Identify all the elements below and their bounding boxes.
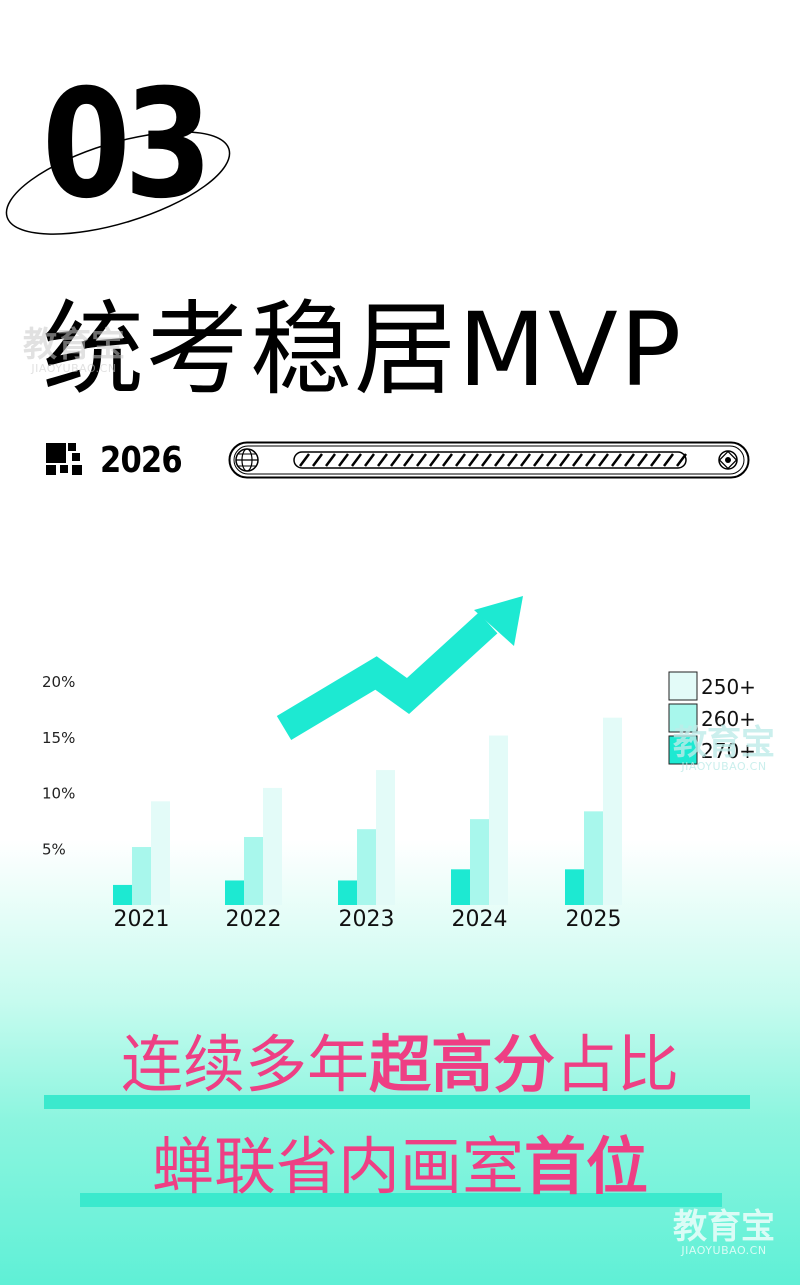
tagline-1-part-a: 连续多年 (120, 1028, 369, 1101)
bar-2025-250+ (603, 717, 622, 905)
hatch-stroke (403, 453, 414, 467)
hatch-stroke (624, 453, 635, 467)
y-tick-label: 15% (42, 729, 75, 747)
bar-2025-270+ (565, 869, 584, 905)
year-label: 2026 (100, 440, 183, 481)
hatch-stroke (455, 453, 466, 467)
globe-icon (235, 448, 259, 472)
hatch-stroke (429, 453, 440, 467)
legend-swatch-270+ (668, 735, 698, 765)
flower-ornament-icon (718, 450, 738, 470)
x-tick-label: 2024 (452, 907, 508, 932)
legend-label: 250+ (701, 675, 756, 699)
y-tick-label: 10% (42, 785, 75, 803)
legend-label: 270+ (701, 739, 756, 763)
tagline-1-emphasis: 超高分 (368, 1028, 555, 1101)
pixel-square-icon (46, 443, 82, 475)
y-tick-label: 20% (42, 673, 75, 691)
hatch-stroke (676, 453, 687, 467)
hatch-stroke (312, 453, 323, 467)
x-tick-label: 2022 (226, 907, 282, 932)
x-tick-label: 2023 (339, 907, 395, 932)
bar-2022-270+ (225, 880, 244, 905)
tagline-line-1: 连续多年超高分占比 (0, 1028, 800, 1102)
headline: 统考稳居MVP (42, 291, 684, 410)
watermark: 教育宝 JIAOYUBAO.CN (673, 1207, 775, 1257)
bar-2022-250+ (263, 787, 282, 905)
hatch-stroke (637, 453, 648, 467)
bar-2023-250+ (376, 770, 395, 905)
hatch-stroke (520, 453, 531, 467)
tagline-2-emphasis: 首位 (524, 1130, 649, 1203)
bar-2021-270+ (113, 884, 132, 905)
hatch-stroke (650, 453, 661, 467)
tagline-2-part-a: 蝉联省内画室 (151, 1130, 524, 1203)
bar-chart: 5% 10% 15% 20% 2021 2022 2023 2024 2025 250+ 260… (42, 596, 756, 932)
bar-2021-250+ (151, 801, 170, 905)
hatch-stroke (390, 453, 401, 467)
hatch-stroke (572, 453, 583, 467)
bar-2023-260+ (357, 829, 376, 905)
orbit-ellipse-decoration (5, 131, 231, 235)
watermark: 教育宝 JIAOYUBAO.CN (673, 723, 775, 773)
hatch-stroke (611, 453, 622, 467)
bar-2024-260+ (470, 819, 489, 905)
legend-swatch-260+ (668, 703, 698, 733)
bar-2024-250+ (489, 735, 508, 905)
tagline-line-2: 蝉联省内画室首位 (0, 1130, 800, 1204)
hatch-stroke (299, 453, 310, 467)
hatch-stroke (481, 453, 492, 467)
section-number: 03 (42, 58, 213, 232)
bar-2024-270+ (451, 869, 470, 905)
hatch-stroke (559, 453, 570, 467)
hatch-stroke (598, 453, 609, 467)
highlight-stripe-2 (80, 1193, 722, 1207)
tagline-1-part-c: 占比 (555, 1028, 680, 1101)
hatch-stroke (442, 453, 453, 467)
trend-arrow-icon (276, 596, 523, 741)
hatch-stroke (416, 453, 427, 467)
hatch-stroke (663, 453, 674, 467)
hatched-stripe-decoration (293, 451, 687, 469)
hatch-stroke (468, 453, 479, 467)
hatch-stroke (494, 453, 505, 467)
hatch-stroke (338, 453, 349, 467)
bar-2025-260+ (584, 811, 603, 905)
hatch-stroke (325, 453, 336, 467)
decorative-capsule-bar (228, 441, 750, 479)
hatch-stroke (507, 453, 518, 467)
watermark: 教育宝 JIAOYUBAO.CN (23, 325, 125, 375)
bar-2022-260+ (244, 836, 263, 905)
highlight-stripe-1 (44, 1095, 750, 1109)
legend-swatch-250+ (668, 671, 698, 701)
x-tick-label: 2025 (566, 907, 622, 932)
legend-label: 260+ (701, 707, 756, 731)
hatch-stroke (351, 453, 362, 467)
hatch-stroke (377, 453, 388, 467)
hatch-stroke (546, 453, 557, 467)
hatch-stroke (364, 453, 375, 467)
hatch-stroke (585, 453, 596, 467)
y-tick-label: 5% (42, 840, 66, 858)
bar-2023-270+ (338, 880, 357, 905)
bar-2021-260+ (132, 847, 151, 905)
x-tick-label: 2021 (114, 907, 170, 932)
hatch-stroke (533, 453, 544, 467)
